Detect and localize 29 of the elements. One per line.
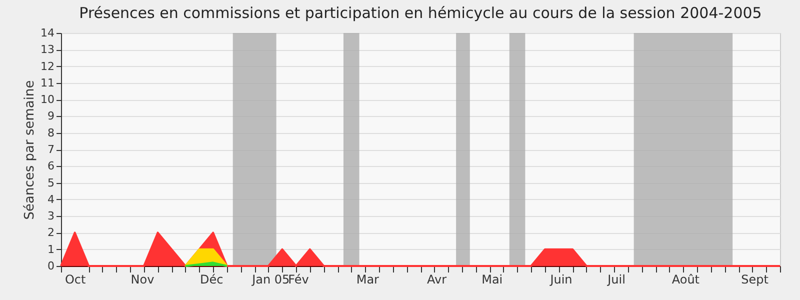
- x-tick-label: Sept: [741, 272, 769, 286]
- y-tick-label: 14: [40, 26, 54, 40]
- chart-title: Présences en commissions et participation en hémicycle au cours de la session 2004-2005: [79, 4, 762, 22]
- y-tick-label: 0: [48, 260, 54, 272]
- y-tick-label: 12: [40, 60, 54, 73]
- x-tick-label: Jan 05: [251, 272, 290, 286]
- y-tick-label: 11: [40, 76, 54, 90]
- x-tick-label: Avr: [427, 272, 447, 286]
- x-tick-label: Mai: [482, 272, 503, 286]
- y-tick-label: 7: [48, 143, 54, 156]
- y-tick-label: 4: [48, 192, 54, 206]
- y-axis-title: Séances par semaine: [22, 80, 38, 220]
- x-tick-label: Août: [672, 272, 700, 286]
- x-tick-label: Juin: [549, 272, 572, 286]
- y-tick-label: 10: [40, 93, 54, 106]
- y-tick-label: 8: [48, 126, 54, 140]
- x-tick-label: Juil: [606, 272, 626, 286]
- y-tick-label: 2: [48, 226, 54, 240]
- y-tick-label: 1: [48, 242, 54, 256]
- x-tick-label: Mar: [356, 272, 380, 286]
- x-tick-label: Nov: [130, 272, 154, 286]
- y-tick-label: 9: [48, 110, 54, 123]
- y-tick-label: 13: [40, 43, 54, 56]
- x-tick-label: Oct: [64, 272, 86, 286]
- y-tick-label: 6: [48, 160, 54, 173]
- y-tick-label: 5: [48, 176, 54, 190]
- x-tick-label: Déc: [200, 272, 224, 286]
- y-tick-label: 3: [48, 210, 54, 223]
- x-tick-label: Fév: [288, 272, 309, 286]
